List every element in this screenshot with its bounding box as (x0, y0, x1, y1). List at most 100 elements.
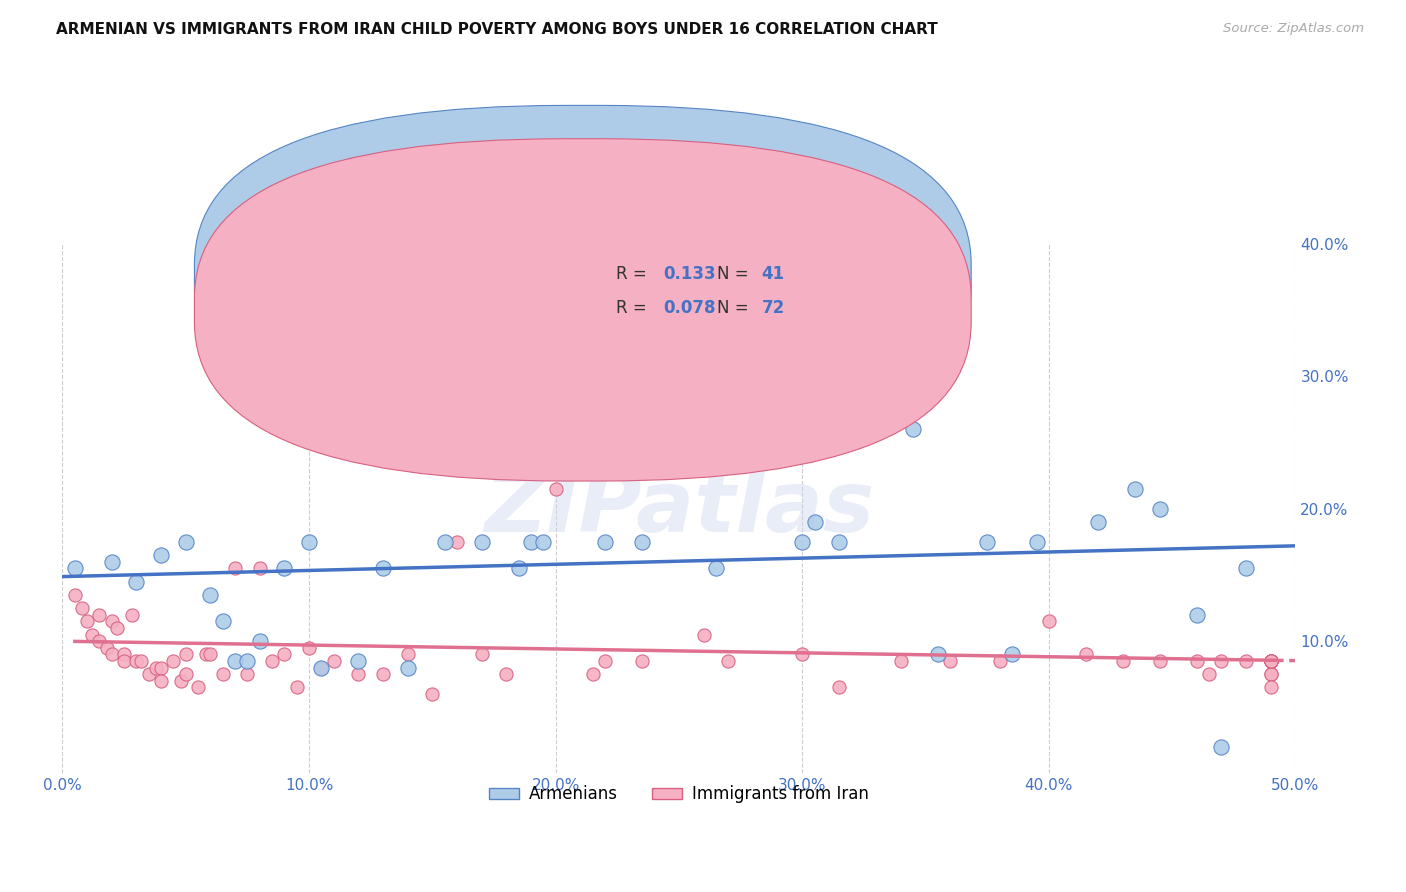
Point (194, 648, 217, 662)
Point (792, 534, 814, 549)
Point (150, 548, 173, 562)
Point (803, 515, 825, 529)
Point (520, 534, 543, 549)
Point (335, 422, 357, 436)
Point (89, 607, 111, 622)
Point (121, 607, 143, 622)
Point (939, 654, 962, 668)
Point (422, 687, 444, 701)
Text: Source: ZipAtlas.com: Source: ZipAtlas.com (1223, 22, 1364, 36)
Point (249, 634, 271, 648)
Point (101, 555, 124, 569)
Point (1149, 501, 1171, 516)
Point (187, 681, 209, 695)
Point (1260, 654, 1282, 668)
Point (249, 561, 271, 575)
Point (446, 534, 468, 549)
Point (101, 614, 124, 628)
Point (508, 561, 530, 575)
Point (1001, 648, 1024, 662)
Text: 72: 72 (762, 299, 785, 317)
Point (138, 667, 160, 681)
Text: ZIPatlas: ZIPatlas (484, 467, 875, 550)
Point (112, 648, 135, 662)
Point (174, 648, 197, 662)
Text: 41: 41 (762, 265, 785, 284)
Point (347, 667, 370, 681)
Text: R =: R = (616, 265, 652, 284)
Point (1087, 515, 1109, 529)
Point (582, 667, 605, 681)
Text: ARMENIAN VS IMMIGRANTS FROM IRAN CHILD POVERTY AMONG BOYS UNDER 16 CORRELATION C: ARMENIAN VS IMMIGRANTS FROM IRAN CHILD P… (56, 22, 938, 37)
Point (371, 667, 394, 681)
Point (1211, 739, 1233, 754)
Point (224, 561, 246, 575)
Point (150, 660, 173, 674)
Point (1260, 667, 1282, 681)
Point (311, 660, 333, 674)
Point (1149, 654, 1171, 668)
Point (211, 614, 233, 628)
Point (828, 534, 851, 549)
Text: R =: R = (616, 299, 652, 317)
Point (298, 534, 321, 549)
Point (1112, 654, 1135, 668)
Point (200, 648, 222, 662)
Point (1260, 654, 1282, 668)
Point (631, 534, 654, 549)
Point (145, 660, 167, 674)
Point (544, 482, 567, 496)
Point (1025, 534, 1047, 549)
Point (1185, 654, 1208, 668)
Point (1260, 667, 1282, 681)
Point (1198, 667, 1220, 681)
Point (112, 654, 135, 668)
Point (63, 561, 86, 575)
Point (224, 654, 246, 668)
Text: 0.133: 0.133 (664, 265, 716, 284)
Point (1260, 654, 1282, 668)
Point (322, 409, 344, 424)
Point (1260, 654, 1282, 668)
Point (125, 654, 148, 668)
Point (125, 574, 148, 589)
Point (1260, 681, 1282, 695)
Point (903, 422, 925, 436)
Point (170, 673, 193, 688)
Point (371, 561, 394, 575)
Point (396, 660, 419, 674)
Point (174, 667, 197, 681)
Point (89, 634, 111, 648)
Point (1074, 648, 1097, 662)
Point (200, 588, 222, 602)
Point (692, 627, 714, 641)
Point (593, 654, 616, 668)
Point (792, 648, 814, 662)
Point (236, 667, 259, 681)
Point (150, 673, 173, 688)
Point (101, 648, 124, 662)
Point (852, 317, 875, 331)
Point (717, 654, 740, 668)
Point (1211, 654, 1233, 668)
Point (311, 660, 333, 674)
Point (890, 654, 912, 668)
Point (63, 588, 86, 602)
Point (174, 534, 197, 549)
Point (631, 654, 654, 668)
FancyBboxPatch shape (194, 105, 972, 448)
Point (1260, 654, 1282, 668)
Point (1038, 614, 1060, 628)
Point (347, 654, 370, 668)
Point (1234, 561, 1257, 575)
Point (96, 640, 118, 655)
Text: 0.078: 0.078 (664, 299, 716, 317)
Point (828, 681, 851, 695)
Point (273, 648, 295, 662)
Point (322, 654, 344, 668)
Point (520, 435, 543, 450)
Point (471, 534, 494, 549)
Point (211, 667, 233, 681)
Point (976, 534, 998, 549)
Point (433, 534, 456, 549)
